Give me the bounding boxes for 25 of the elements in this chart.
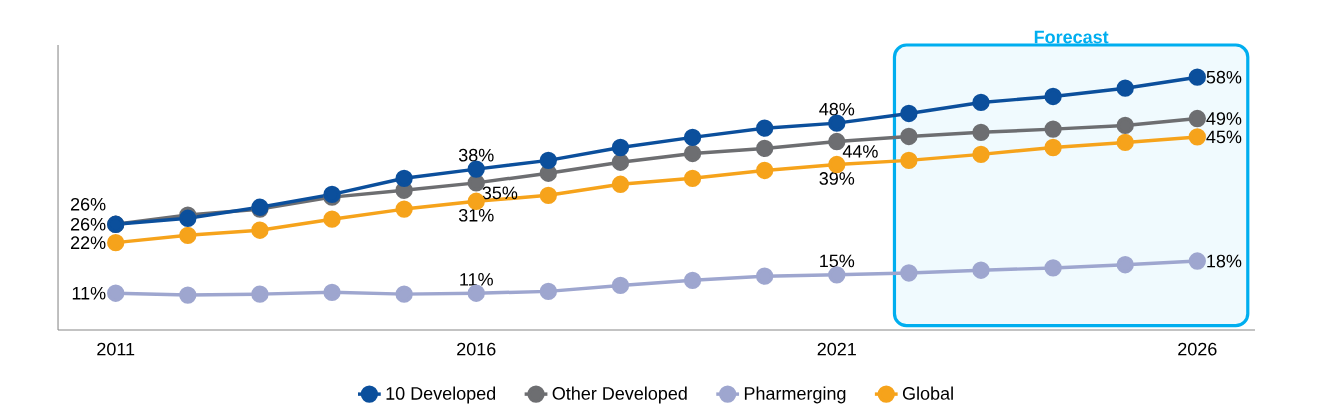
data-label: 22% [70, 236, 106, 249]
data-label: 18% [1207, 254, 1242, 268]
data-label: 11% [460, 273, 493, 286]
data-label: 58% [1206, 70, 1242, 84]
legend-label: Global [902, 386, 953, 400]
data-label: 39% [819, 172, 855, 185]
data-label: 44% [842, 145, 878, 158]
band-label: Forecast [1034, 30, 1109, 44]
x-tick-label: 2026 [1178, 342, 1217, 356]
legend-label: Other Developed [552, 386, 687, 404]
data-label: 48% [819, 102, 855, 116]
data-label: 26% [70, 217, 106, 231]
data-label: 49% [1206, 112, 1242, 125]
data-label: 45% [1206, 130, 1242, 144]
legend-label: 10 Developed [386, 386, 496, 404]
legend-label: Pharmerging [744, 386, 846, 404]
data-label: 11% [72, 286, 106, 300]
data-label: 26% [70, 197, 106, 211]
data-label: 38% [458, 148, 494, 162]
x-tick-label: 2011 [97, 342, 135, 356]
x-tick-label: 2021 [817, 342, 856, 356]
x-tick-label: 2016 [457, 342, 496, 356]
data-label: 35% [482, 186, 518, 200]
data-label: 31% [458, 208, 494, 222]
data-label: 15% [820, 254, 855, 268]
